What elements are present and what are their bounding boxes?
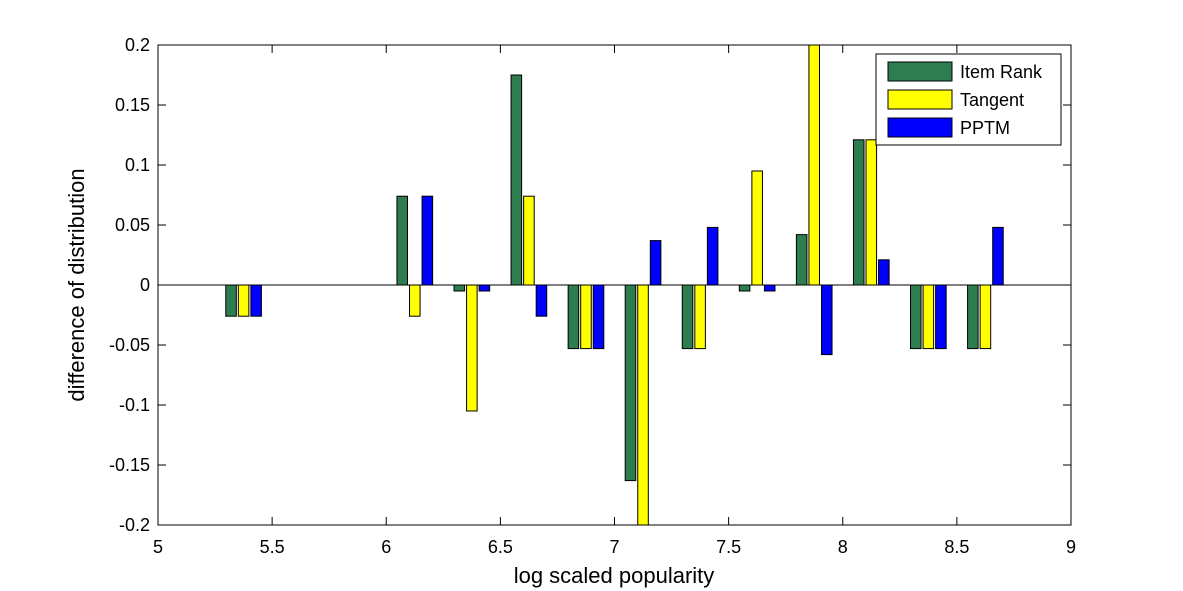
y-tick-label: 0.1 bbox=[125, 155, 150, 175]
bar-tangent-3 bbox=[523, 195, 535, 286]
legend-swatch-pptm bbox=[887, 117, 953, 138]
bar-item-rank-4 bbox=[567, 284, 580, 350]
bar-item-rank-3 bbox=[510, 74, 523, 286]
y-tick-label: 0 bbox=[140, 275, 150, 295]
x-tick-label: 5.5 bbox=[260, 537, 285, 557]
bars-group bbox=[225, 44, 1004, 526]
x-axis-label: log scaled popularity bbox=[514, 563, 715, 588]
x-tick-label: 5 bbox=[153, 537, 163, 557]
legend-label: Item Rank bbox=[960, 62, 1043, 82]
x-tick-label: 7 bbox=[609, 537, 619, 557]
bar-tangent-5 bbox=[637, 284, 649, 526]
bar-item-rank-1 bbox=[396, 195, 409, 286]
bar-pptm-5 bbox=[649, 240, 662, 286]
legend-swatch-item-rank bbox=[887, 61, 953, 82]
x-tick-label: 6.5 bbox=[488, 537, 513, 557]
bar-pptm-0 bbox=[250, 284, 262, 317]
bar-item-rank-7 bbox=[738, 284, 751, 292]
x-tick-label: 6 bbox=[381, 537, 391, 557]
bar-item-rank-11 bbox=[967, 284, 979, 350]
legend-label: Tangent bbox=[960, 90, 1024, 110]
bar-pptm-9 bbox=[878, 259, 890, 286]
bar-pptm-3 bbox=[535, 284, 548, 317]
bar-item-rank-8 bbox=[795, 234, 808, 286]
bar-item-rank-6 bbox=[681, 284, 694, 350]
x-tick-label: 8.5 bbox=[944, 537, 969, 557]
bar-item-rank-5 bbox=[624, 284, 637, 482]
bar-tangent-11 bbox=[979, 284, 992, 350]
bar-tangent-0 bbox=[237, 284, 250, 317]
legend: Item Rank Tangent PPTM bbox=[875, 53, 1062, 146]
bar-pptm-10 bbox=[935, 284, 947, 350]
legend-swatch-tangent bbox=[887, 89, 953, 110]
y-tick-label: -0.05 bbox=[109, 335, 150, 355]
x-tick-label: 7.5 bbox=[716, 537, 741, 557]
y-tick-label: -0.2 bbox=[119, 515, 150, 535]
legend-label: PPTM bbox=[960, 118, 1010, 138]
bar-pptm-6 bbox=[706, 226, 719, 286]
bar-tangent-7 bbox=[751, 170, 763, 286]
bar-item-rank-9 bbox=[852, 139, 865, 286]
bar-item-rank-0 bbox=[225, 284, 237, 317]
bar-tangent-10 bbox=[922, 284, 935, 350]
bar-pptm-8 bbox=[820, 284, 833, 356]
bar-tangent-2 bbox=[466, 284, 478, 412]
bar-tangent-9 bbox=[865, 139, 878, 286]
bar-pptm-2 bbox=[478, 284, 491, 292]
y-tick-label: 0.2 bbox=[125, 35, 150, 55]
bar-pptm-7 bbox=[763, 284, 776, 292]
bar-tangent-1 bbox=[409, 284, 421, 317]
bar-pptm-11 bbox=[992, 226, 1004, 286]
bar-item-rank-2 bbox=[453, 284, 466, 292]
x-tick-label: 8 bbox=[838, 537, 848, 557]
bar-tangent-4 bbox=[580, 284, 592, 350]
x-axis-ticks: 5 5.5 6 6.5 7 7.5 8 8.5 9 bbox=[153, 45, 1076, 557]
y-tick-label: -0.15 bbox=[109, 455, 150, 475]
y-axis-label: difference of distribution bbox=[64, 168, 89, 401]
bar-tangent-8 bbox=[808, 44, 821, 286]
bar-pptm-1 bbox=[421, 195, 434, 286]
bar-tangent-6 bbox=[694, 284, 706, 350]
y-axis-ticks: 0.2 0.15 0.1 0.05 0 -0.05 -0.1 -0.15 -0.2 bbox=[109, 35, 1071, 535]
bar-item-rank-10 bbox=[910, 284, 922, 350]
y-tick-label: 0.05 bbox=[115, 215, 150, 235]
bar-pptm-4 bbox=[592, 284, 605, 350]
y-tick-label: 0.15 bbox=[115, 95, 150, 115]
y-tick-label: -0.1 bbox=[119, 395, 150, 415]
x-tick-label: 9 bbox=[1066, 537, 1076, 557]
